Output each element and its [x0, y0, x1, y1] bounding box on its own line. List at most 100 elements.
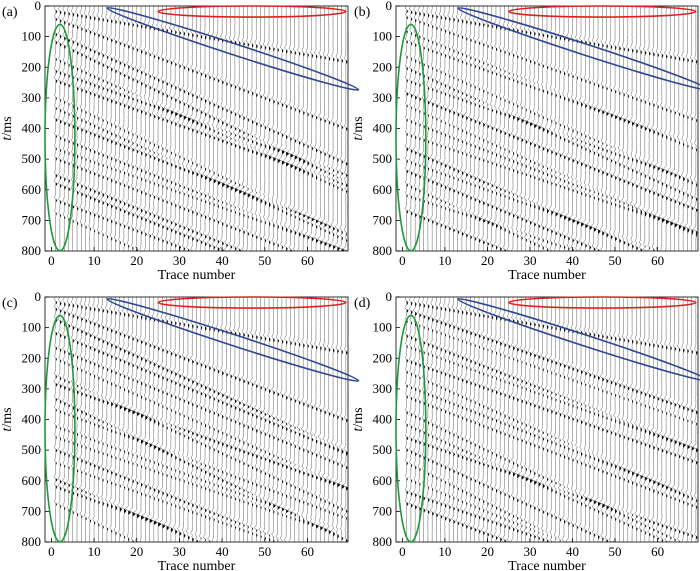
trace-12 [451, 297, 456, 542]
y-tick-label: 500 [373, 442, 393, 457]
trace-60 [304, 6, 311, 251]
trace-57 [291, 6, 298, 251]
trace-62 [313, 297, 319, 542]
trace-fill-18 [128, 297, 132, 542]
trace-64 [672, 297, 678, 542]
trace-fill-21 [141, 297, 145, 542]
trace-47 [599, 6, 605, 251]
trace-23 [147, 6, 152, 251]
x-tick-label: 40 [216, 544, 229, 559]
annotation-ellipse-0 [507, 296, 697, 309]
y-tick-label: 200 [373, 59, 393, 74]
annotation-ellipse-2 [44, 314, 76, 543]
trace-fill-34 [547, 6, 549, 251]
trace-34 [544, 6, 549, 251]
trace-fill-32 [538, 6, 541, 251]
trace-34 [544, 297, 550, 542]
trace-fill-67 [337, 6, 340, 251]
trace-29 [173, 297, 178, 542]
trace-63 [667, 6, 674, 251]
trace-fill-69 [695, 6, 698, 251]
trace-fill-53 [277, 6, 281, 251]
trace-38 [210, 6, 217, 251]
trace-56 [637, 297, 644, 542]
trace-fill-31 [183, 297, 186, 542]
trace-fill-7 [81, 297, 83, 542]
trace-11 [96, 297, 101, 542]
trace-42 [578, 297, 584, 542]
trace-8 [434, 297, 439, 542]
y-axis-label-var: t [351, 136, 366, 141]
trace-fill-9 [440, 297, 443, 542]
trace-fill-65 [328, 6, 332, 251]
x-tick-label: 20 [130, 544, 143, 559]
x-tick-label: 20 [130, 253, 143, 268]
y-tick-label: 500 [373, 151, 393, 166]
trace-fill-23 [500, 6, 502, 251]
trace-48 [254, 297, 259, 542]
trace-13 [104, 6, 109, 251]
trace-2 [408, 297, 413, 542]
trace-fill-3 [64, 6, 66, 251]
trace-51 [617, 297, 622, 542]
trace-24 [502, 6, 507, 251]
trace-52 [270, 6, 277, 251]
trace-10 [442, 6, 447, 251]
y-tick-label: 0 [386, 289, 393, 304]
trace-15 [464, 6, 469, 251]
trace-5 [70, 297, 75, 542]
y-tick-label: 800 [373, 534, 393, 549]
trace-fill-64 [324, 297, 327, 542]
trace-1 [404, 6, 409, 251]
trace-15 [464, 297, 469, 542]
trace-26 [159, 297, 166, 542]
trace-16 [468, 6, 473, 251]
trace-3 [62, 297, 67, 542]
trace-46 [595, 297, 602, 542]
trace-fill-6 [77, 6, 79, 251]
y-tick-label: 700 [22, 212, 42, 227]
trace-14 [109, 6, 114, 251]
plot-area [53, 6, 348, 251]
trace-fill-29 [175, 6, 178, 251]
x-tick-label: 10 [88, 253, 101, 268]
trace-42 [578, 6, 585, 251]
trace-61 [309, 297, 315, 542]
trace-19 [481, 297, 486, 542]
y-axis-label-var: t [0, 427, 15, 432]
trace-28 [518, 297, 525, 542]
trace-9 [438, 297, 443, 542]
trace-fill-59 [653, 297, 656, 542]
trace-fill-63 [320, 6, 323, 251]
trace-19 [130, 6, 135, 251]
y-tick-label: 400 [22, 412, 42, 427]
y-tick-label: 400 [22, 121, 42, 136]
trace-20 [484, 6, 491, 251]
y-axis-label-unit: /ms [351, 407, 366, 427]
y-tick-label: 100 [373, 320, 393, 335]
trace-64 [671, 6, 678, 251]
trace-fill-53 [627, 6, 631, 251]
y-axis-label-var: t [351, 427, 366, 432]
trace-31 [180, 6, 187, 251]
trace-55 [633, 297, 639, 542]
y-tick-label: 700 [373, 503, 393, 518]
trace-fill-30 [530, 6, 533, 251]
x-axis-label: Trace number [508, 559, 586, 571]
trace-6 [425, 297, 430, 542]
trace-fill-6 [77, 297, 79, 542]
trace-fill-68 [691, 6, 694, 251]
trace-59 [650, 6, 656, 251]
trace-fill-31 [183, 6, 187, 251]
x-tick-label: 0 [48, 544, 55, 559]
x-axis-label: Trace number [508, 268, 586, 283]
trace-fill-20 [136, 297, 140, 542]
trace-17 [121, 6, 126, 251]
trace-67 [684, 297, 691, 542]
trace-6 [75, 6, 79, 251]
trace-40 [570, 297, 575, 542]
y-tick-label: 400 [373, 121, 393, 136]
trace-51 [266, 297, 272, 542]
trace-33 [189, 6, 195, 251]
x-tick-label: 60 [651, 253, 664, 268]
